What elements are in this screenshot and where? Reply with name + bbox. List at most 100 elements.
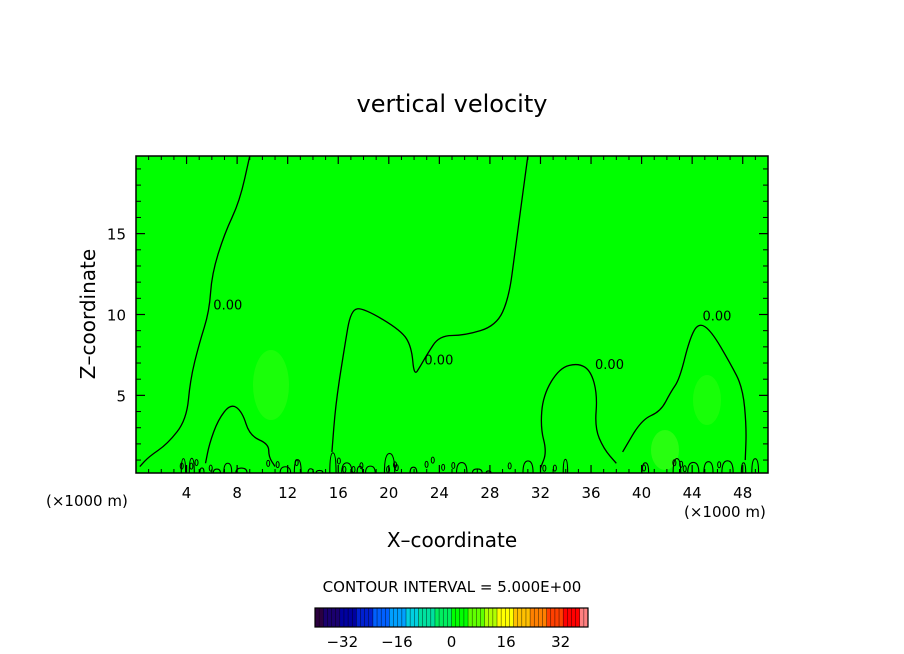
colorbar-swatch	[505, 608, 510, 627]
colorbar-swatch	[352, 608, 357, 627]
colorbar-swatch	[406, 608, 411, 627]
colorbar-swatch	[397, 608, 403, 627]
colorbar-swatch	[434, 608, 440, 627]
colorbar-swatch	[476, 608, 481, 627]
colorbar-swatch	[567, 608, 572, 627]
colorbar-swatch	[364, 608, 370, 627]
colorbar-swatch	[327, 608, 332, 627]
colorbar-swatch	[447, 608, 452, 627]
colorbar-swatch	[480, 608, 485, 627]
colorbar-swatch	[368, 608, 374, 627]
colorbar-swatch	[418, 608, 423, 627]
contour-line	[139, 156, 251, 467]
colorbar-swatch	[542, 608, 548, 627]
colorbar-swatch	[348, 608, 353, 627]
colorbar-swatch	[426, 608, 432, 627]
colorbar-swatch	[472, 608, 477, 627]
surface-cell	[424, 460, 429, 468]
surface-cell	[194, 459, 199, 467]
x-tick-label: 4	[182, 484, 192, 502]
colorbar-swatch	[430, 608, 436, 627]
chart-title: vertical velocity	[357, 90, 548, 118]
colorbar-swatch	[463, 608, 469, 627]
surface-cell	[451, 461, 456, 469]
colorbar-swatch	[377, 608, 382, 627]
y-tick-label: 5	[116, 387, 126, 405]
field-patch	[253, 350, 289, 420]
surface-cell	[717, 461, 722, 469]
colorbar-swatch	[389, 608, 394, 627]
x-tick-label: 8	[232, 484, 242, 502]
contour-label: 0.00	[595, 358, 624, 373]
contour-label: 0.00	[424, 353, 453, 368]
colorbar-swatch	[335, 608, 341, 627]
x-tick-label: 32	[531, 484, 550, 502]
contour-line	[539, 363, 617, 469]
x-tick-label: 44	[683, 484, 702, 502]
colorbar-swatch	[401, 608, 407, 627]
surface-cell	[682, 465, 687, 473]
colorbar-swatch	[571, 608, 576, 627]
colorbar-swatch	[530, 608, 535, 627]
colorbar-swatch	[385, 608, 390, 627]
plot-area: 0.000.00 0.000.00 4 8 12 16 20 24 28 32 36 40 44 485…	[107, 155, 769, 502]
surface-cell	[430, 456, 435, 464]
colorbar-swatch	[381, 608, 386, 627]
colorbar-swatch	[554, 608, 560, 627]
colorbar-swatch	[443, 608, 448, 627]
colorbar-swatch	[331, 608, 337, 627]
contour-line	[331, 156, 529, 453]
field-patch	[693, 375, 721, 425]
contour-line	[622, 324, 747, 461]
x-tick-label: 48	[733, 484, 752, 502]
x-tick-label: 36	[581, 484, 600, 502]
colorbar-swatch	[414, 608, 419, 627]
y-axis-label: Z–coordinate	[76, 249, 100, 379]
colorbar-swatch	[583, 608, 589, 627]
x-tick-label: 40	[632, 484, 651, 502]
colorbar-swatch	[410, 608, 415, 627]
surface-cell	[642, 464, 647, 472]
colorbar-swatch	[546, 608, 552, 627]
colorbar-swatch	[501, 608, 506, 627]
colorbar-swatch	[315, 608, 320, 627]
colorbar-swatch	[323, 608, 328, 627]
colorbar-swatch	[534, 608, 539, 627]
colorbar-swatch	[459, 608, 465, 627]
colorbar-swatch	[521, 608, 527, 627]
colorbar-swatch	[319, 608, 324, 627]
surface-cell	[266, 459, 271, 467]
colorbar-swatch	[575, 608, 581, 627]
colorbar-swatch	[468, 608, 473, 627]
surface-cell	[542, 464, 547, 472]
colorbar-swatch	[492, 608, 498, 627]
colorbar-swatch	[513, 608, 519, 627]
colorbar-swatch	[517, 608, 523, 627]
colorbar-swatch	[356, 608, 361, 627]
colorbar-swatch	[488, 608, 494, 627]
colorbar-swatch	[579, 608, 585, 627]
colorbar-swatch	[509, 608, 514, 627]
colorbar-swatch	[343, 608, 349, 627]
colorbar-swatch	[550, 608, 556, 627]
x-tick-label: 16	[329, 484, 348, 502]
contour-label: 0.00	[702, 310, 731, 325]
surface-cell	[179, 462, 184, 470]
surface-cell	[336, 457, 341, 465]
colorbar-swatch	[360, 608, 366, 627]
surface-cell	[208, 464, 213, 472]
colorbar-swatch	[525, 608, 531, 627]
x-axis-label: X–coordinate	[387, 528, 517, 552]
y-tick-label: 15	[107, 226, 126, 244]
y-tick-label: 10	[107, 307, 126, 325]
colorbar-frame	[314, 607, 589, 628]
surface-cell	[189, 462, 194, 470]
surface-cell	[359, 462, 364, 470]
velocity-field	[136, 156, 768, 473]
colorbar-swatch	[497, 608, 502, 627]
colorbar-swatch	[339, 608, 345, 627]
colorbar-swatch	[559, 608, 564, 627]
surface-cell	[294, 459, 299, 467]
colorbar-swatch	[393, 608, 399, 627]
